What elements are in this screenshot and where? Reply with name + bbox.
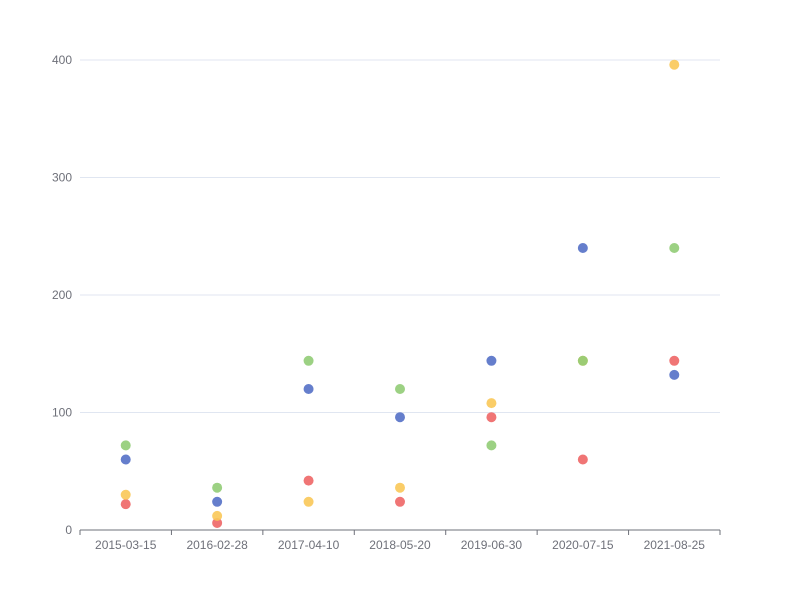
scatter-point[interactable] [303, 355, 314, 366]
y-tick-label: 300 [52, 171, 72, 185]
scatter-point[interactable] [212, 482, 223, 493]
scatter-point[interactable] [395, 496, 405, 507]
scatter-point[interactable] [120, 440, 131, 451]
scatter-point[interactable] [303, 384, 314, 394]
x-tick-label: 2021-08-25 [644, 538, 706, 552]
scatter-point[interactable] [120, 499, 131, 510]
scatter-point[interactable] [486, 412, 497, 423]
x-tick-label: 2019-06-30 [461, 538, 523, 552]
scatter-point[interactable] [395, 412, 405, 423]
scatter-point[interactable] [303, 475, 314, 486]
scatter-point[interactable] [486, 440, 497, 451]
y-tick-label: 100 [52, 406, 72, 420]
y-tick-label: 200 [52, 288, 72, 302]
scatter-point[interactable] [669, 355, 680, 366]
scatter-point[interactable] [577, 355, 588, 366]
scatter-point[interactable] [395, 482, 405, 493]
scatter-point[interactable] [486, 398, 497, 409]
axes: 0 100 200 300 400 2015-03-15 2016-02-28 2017-04… [52, 53, 721, 552]
data-points [120, 59, 680, 528]
x-tick-label: 2018-05-20 [369, 538, 431, 552]
scatter-point[interactable] [303, 496, 314, 507]
scatter-point[interactable] [577, 454, 588, 465]
scatter-point[interactable] [395, 384, 405, 394]
scatter-point[interactable] [212, 517, 223, 528]
scatter-point[interactable] [669, 243, 680, 253]
scatter-point[interactable] [212, 496, 223, 507]
scatter-point[interactable] [120, 454, 131, 465]
scatter-point[interactable] [120, 489, 131, 500]
x-tick-label: 2017-04-10 [278, 538, 340, 552]
y-tick-label: 0 [65, 523, 72, 537]
grid-lines [80, 59, 720, 413]
x-tick-label: 2016-02-28 [186, 538, 248, 552]
scatter-point[interactable] [669, 369, 680, 380]
scatter-point[interactable] [486, 355, 497, 366]
y-tick-label: 400 [52, 53, 72, 67]
scatter-point[interactable] [577, 243, 588, 253]
x-tick-label: 2015-03-15 [95, 538, 157, 552]
scatter-point[interactable] [669, 59, 680, 70]
scatter-point[interactable] [212, 510, 223, 521]
x-tick-label: 2020-07-15 [552, 538, 614, 552]
